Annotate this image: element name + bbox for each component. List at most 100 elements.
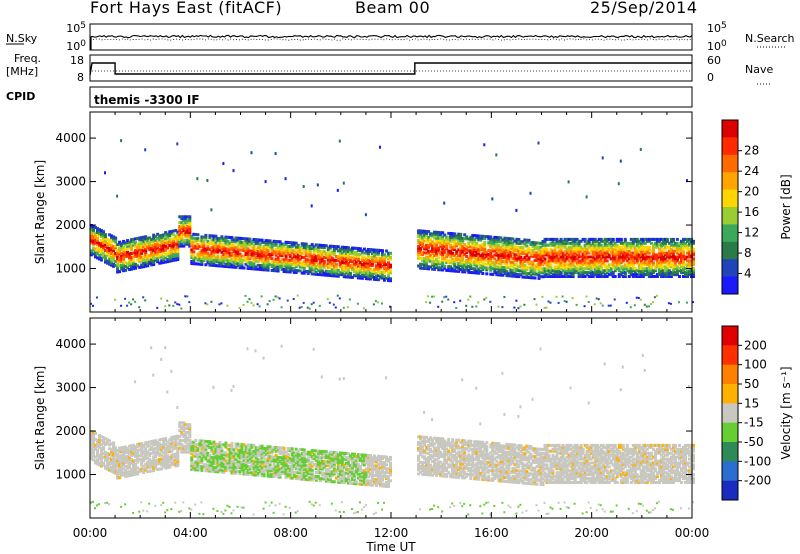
data-cell <box>383 255 386 259</box>
data-cell <box>216 464 220 468</box>
data-cell <box>152 245 156 249</box>
data-cell <box>304 250 308 254</box>
data-cell <box>114 467 118 471</box>
data-cell <box>497 261 501 265</box>
data-cell <box>236 250 240 254</box>
data-cell <box>130 467 134 471</box>
data-cell <box>132 461 136 465</box>
data-cell <box>112 237 116 241</box>
data-cell <box>136 470 140 474</box>
data-cell <box>232 456 236 459</box>
data-cell <box>260 254 264 258</box>
speckle-cell <box>166 299 169 302</box>
data-cell <box>100 256 103 260</box>
data-cell <box>605 255 609 259</box>
data-cell <box>148 254 152 257</box>
speckle-cell <box>595 297 598 300</box>
data-cell <box>142 469 146 473</box>
data-cell <box>545 265 549 269</box>
data-cell <box>643 237 647 241</box>
data-cell <box>152 259 156 263</box>
data-cell <box>427 245 431 249</box>
data-cell <box>144 245 148 249</box>
data-cell <box>431 263 435 267</box>
data-cell <box>513 268 517 272</box>
data-cell <box>214 456 218 460</box>
data-cell <box>274 265 278 269</box>
data-cell <box>475 259 479 263</box>
data-cell <box>441 243 445 247</box>
data-cell <box>200 241 204 245</box>
data-cell <box>621 255 625 259</box>
data-cell <box>495 247 499 251</box>
data-cell <box>647 257 651 261</box>
data-cell <box>182 433 186 436</box>
data-cell <box>479 260 483 264</box>
data-cell <box>226 261 230 265</box>
data-cell <box>575 269 579 273</box>
data-cell <box>649 273 653 277</box>
data-cell <box>509 247 513 250</box>
data-cell <box>501 250 505 254</box>
data-cell <box>589 273 593 277</box>
data-cell <box>531 249 535 252</box>
data-cell <box>495 243 499 247</box>
data-cell <box>387 271 390 275</box>
data-cell <box>224 459 228 463</box>
data-cell <box>463 248 467 252</box>
data-cell <box>140 442 144 446</box>
data-cell <box>248 237 252 241</box>
data-cell <box>346 263 350 267</box>
data-cell <box>152 469 156 472</box>
data-cell <box>118 464 122 468</box>
speckle-cell <box>475 305 478 308</box>
data-cell <box>314 272 318 276</box>
data-cell <box>597 253 601 257</box>
data-cell <box>421 241 425 245</box>
data-cell <box>98 228 101 232</box>
data-cell <box>300 252 304 255</box>
data-cell <box>312 247 316 251</box>
speckle-cell <box>519 305 522 308</box>
data-cell <box>607 243 611 247</box>
speckle-cell <box>515 208 518 212</box>
data-cell <box>475 263 479 267</box>
data-cell <box>619 241 623 245</box>
data-cell <box>493 261 497 265</box>
data-cell <box>565 275 569 278</box>
data-cell <box>599 259 603 263</box>
data-cell <box>306 260 310 264</box>
data-cell <box>657 273 661 277</box>
data-cell <box>623 247 627 251</box>
data-cell <box>631 239 635 243</box>
data-cell <box>118 240 122 244</box>
speckle-cell <box>216 510 219 512</box>
data-cell <box>613 261 617 265</box>
data-cell <box>682 269 685 273</box>
data-cell <box>96 442 99 446</box>
data-cell <box>146 464 150 468</box>
data-cell <box>102 440 105 444</box>
data-cell <box>130 444 134 448</box>
data-cell <box>178 425 182 429</box>
data-cell <box>224 235 228 239</box>
data-cell <box>445 245 449 249</box>
data-cell <box>146 236 150 240</box>
data-cell <box>164 437 168 441</box>
data-cell <box>216 450 220 454</box>
data-cell <box>589 275 593 278</box>
data-cell <box>106 259 110 263</box>
data-cell <box>637 275 641 278</box>
data-cell <box>252 259 256 263</box>
data-cell <box>453 263 457 267</box>
data-cell <box>226 249 230 253</box>
data-cell <box>106 459 110 463</box>
data-cell <box>688 239 691 243</box>
data-cell <box>651 251 655 255</box>
data-cell <box>441 239 445 243</box>
data-cell <box>680 259 683 263</box>
data-cell <box>459 238 463 242</box>
data-cell <box>190 460 194 464</box>
data-cell <box>222 464 226 468</box>
data-cell <box>609 249 613 253</box>
